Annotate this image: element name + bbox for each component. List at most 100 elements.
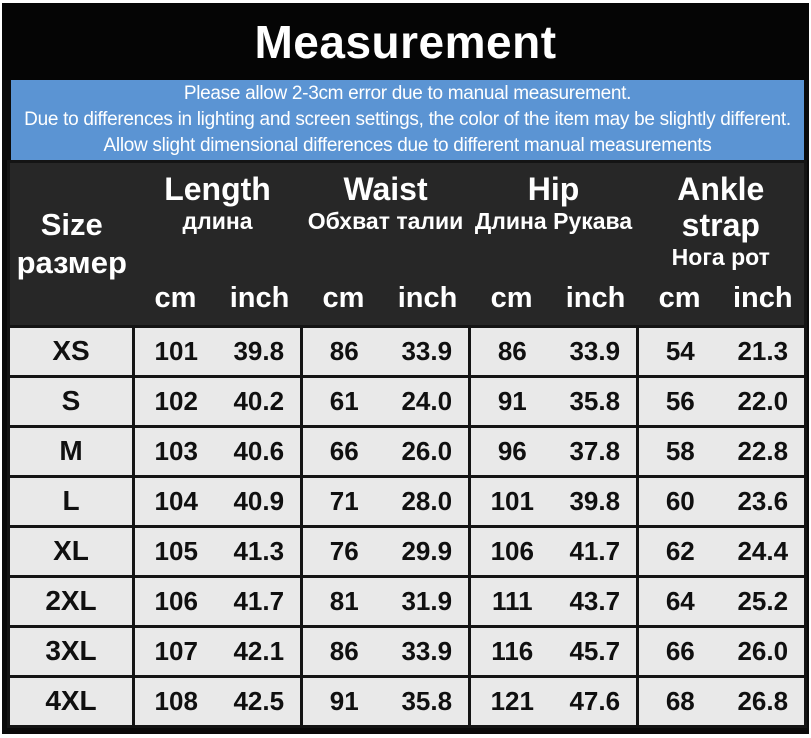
value-cell: 47.6 bbox=[553, 674, 638, 726]
value-cell: 42.5 bbox=[217, 674, 302, 726]
value-cell: 68 bbox=[636, 674, 722, 726]
value-cell: 106 bbox=[132, 574, 218, 626]
table-row: 3XL 107 42.1 86 33.9 116 45.7 66 26.0 bbox=[8, 624, 806, 676]
table-body: XS 101 39.8 86 33.9 86 33.9 54 21.3 S 10… bbox=[8, 324, 806, 726]
waist-label-en: Waist bbox=[343, 171, 428, 207]
value-cell: 40.6 bbox=[217, 424, 302, 476]
value-cell: 66 bbox=[300, 424, 386, 476]
value-cell: 104 bbox=[132, 474, 218, 526]
value-cell: 111 bbox=[468, 574, 554, 626]
size-cell: M bbox=[8, 424, 134, 476]
disclaimer-line: Please allow 2-3cm error due to manual m… bbox=[183, 83, 632, 104]
value-cell: 107 bbox=[132, 624, 218, 676]
value-cell: 66 bbox=[636, 624, 722, 676]
page-title: Measurement bbox=[254, 15, 557, 68]
size-cell: S bbox=[8, 374, 134, 426]
value-cell: 21.3 bbox=[721, 324, 806, 376]
column-header-waist: Waist Обхват талии bbox=[301, 161, 470, 270]
column-header-hip: Hip Длина Рукава bbox=[469, 161, 638, 270]
size-cell: 4XL bbox=[8, 674, 134, 726]
header-unit-row: cm inch cm inch cm inch cm inch bbox=[9, 270, 806, 326]
value-cell: 116 bbox=[468, 624, 554, 676]
size-chart-table: Size размер Length длина Waist Обхват та… bbox=[7, 160, 808, 728]
value-cell: 33.9 bbox=[553, 324, 638, 376]
value-cell: 22.8 bbox=[721, 424, 806, 476]
value-cell: 26.8 bbox=[721, 674, 806, 726]
value-cell: 91 bbox=[300, 674, 386, 726]
value-cell: 86 bbox=[300, 624, 386, 676]
value-cell: 58 bbox=[636, 424, 722, 476]
hip-label-ru: Длина Рукава bbox=[474, 208, 633, 234]
value-cell: 22.0 bbox=[721, 374, 806, 426]
value-cell: 28.0 bbox=[385, 474, 470, 526]
value-cell: 26.0 bbox=[721, 624, 806, 676]
ankle-strap-label-en: Ankle strap bbox=[677, 171, 765, 243]
value-cell: 25.2 bbox=[721, 574, 806, 626]
size-label-ru: размер bbox=[16, 244, 127, 280]
value-cell: 26.0 bbox=[385, 424, 470, 476]
unit-header-inch: inch bbox=[385, 270, 470, 326]
waist-label-ru: Обхват талии bbox=[307, 208, 464, 234]
size-label-en: Size bbox=[40, 206, 103, 242]
value-cell: 102 bbox=[132, 374, 218, 426]
value-cell: 33.9 bbox=[385, 624, 470, 676]
value-cell: 62 bbox=[636, 524, 722, 576]
value-cell: 40.9 bbox=[217, 474, 302, 526]
table-row: XL 105 41.3 76 29.9 106 41.7 62 24.4 bbox=[8, 524, 806, 576]
unit-header-inch: inch bbox=[721, 270, 806, 326]
value-cell: 105 bbox=[132, 524, 218, 576]
size-cell: XL bbox=[8, 524, 134, 576]
value-cell: 35.8 bbox=[553, 374, 638, 426]
value-cell: 23.6 bbox=[721, 474, 806, 526]
title-bar: Measurement bbox=[2, 3, 809, 80]
size-cell: XS bbox=[8, 324, 134, 376]
value-cell: 61 bbox=[300, 374, 386, 426]
value-cell: 41.7 bbox=[217, 574, 302, 626]
value-cell: 91 bbox=[468, 374, 554, 426]
value-cell: 101 bbox=[468, 474, 554, 526]
column-header-length: Length длина bbox=[133, 161, 302, 270]
unit-header-cm: cm bbox=[133, 270, 218, 326]
table-row: 4XL 108 42.5 91 35.8 121 47.6 68 26.8 bbox=[8, 674, 806, 726]
value-cell: 40.2 bbox=[217, 374, 302, 426]
column-header-ankle-strap: Ankle strap Нога рот bbox=[637, 161, 806, 270]
content-frame: Measurement Please allow 2-3cm error due… bbox=[2, 3, 809, 734]
table-row: S 102 40.2 61 24.0 91 35.8 56 22.0 bbox=[8, 374, 806, 426]
value-cell: 41.3 bbox=[217, 524, 302, 576]
value-cell: 64 bbox=[636, 574, 722, 626]
value-cell: 31.9 bbox=[385, 574, 470, 626]
ankle-strap-label-ru: Нога рот bbox=[671, 244, 770, 270]
value-cell: 101 bbox=[132, 324, 218, 376]
disclaimer-line: Due to differences in lighting and scree… bbox=[24, 109, 791, 130]
value-cell: 60 bbox=[636, 474, 722, 526]
table-row: 2XL 106 41.7 81 31.9 111 43.7 64 25.2 bbox=[8, 574, 806, 626]
length-label-ru: длина bbox=[182, 208, 253, 234]
table-row: M 103 40.6 66 26.0 96 37.8 58 22.8 bbox=[8, 424, 806, 476]
length-label-en: Length bbox=[164, 171, 271, 207]
value-cell: 29.9 bbox=[385, 524, 470, 576]
value-cell: 43.7 bbox=[553, 574, 638, 626]
value-cell: 42.1 bbox=[217, 624, 302, 676]
value-cell: 35.8 bbox=[385, 674, 470, 726]
unit-header-cm: cm bbox=[637, 270, 722, 326]
unit-header-cm: cm bbox=[469, 270, 554, 326]
disclaimer-banner: Please allow 2-3cm error due to manual m… bbox=[11, 80, 804, 160]
value-cell: 56 bbox=[636, 374, 722, 426]
measurement-sheet: Measurement Please allow 2-3cm error due… bbox=[0, 3, 811, 738]
unit-header-inch: inch bbox=[217, 270, 302, 326]
value-cell: 106 bbox=[468, 524, 554, 576]
value-cell: 71 bbox=[300, 474, 386, 526]
value-cell: 37.8 bbox=[553, 424, 638, 476]
value-cell: 86 bbox=[300, 324, 386, 376]
value-cell: 108 bbox=[132, 674, 218, 726]
table-row: XS 101 39.8 86 33.9 86 33.9 54 21.3 bbox=[8, 324, 806, 376]
value-cell: 24.4 bbox=[721, 524, 806, 576]
unit-header-cm: cm bbox=[301, 270, 386, 326]
value-cell: 39.8 bbox=[553, 474, 638, 526]
value-cell: 81 bbox=[300, 574, 386, 626]
table-header: Size размер Length длина Waist Обхват та… bbox=[8, 161, 806, 326]
column-header-size: Size размер bbox=[8, 161, 134, 326]
value-cell: 41.7 bbox=[553, 524, 638, 576]
value-cell: 24.0 bbox=[385, 374, 470, 426]
size-cell: 2XL bbox=[8, 574, 134, 626]
